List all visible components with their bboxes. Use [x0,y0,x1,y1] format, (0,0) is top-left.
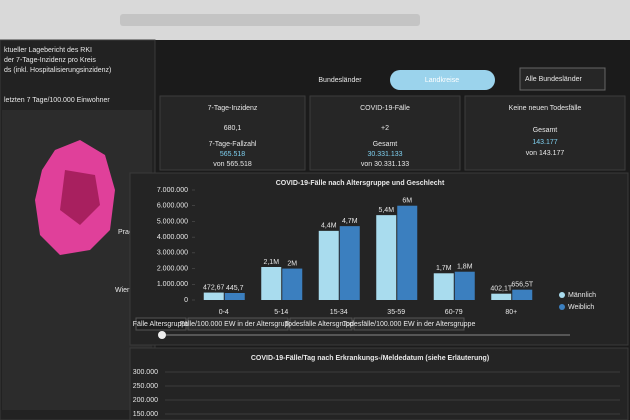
legend-swatch [559,304,565,310]
x-tick-label: 35-59 [387,309,405,316]
data-label: 656,5T [511,282,534,289]
data-label: 2,1M [263,259,279,266]
card-value: 680,1 [224,125,242,132]
card-sub-label: Gesamt [533,127,558,134]
bar [376,215,397,300]
y-tick-label: 150.000 [133,411,158,418]
x-tick-label: 60-79 [445,309,463,316]
slider-handle [158,331,166,339]
x-tick-label: 5-14 [274,309,288,316]
map-label: Prag [118,229,133,236]
chart-tab[interactable] [289,317,353,331]
y-tick-label: 5.000.000 [157,218,188,225]
y-tick-label: 300.000 [133,369,158,376]
bar [224,292,245,300]
x-tick-label: 15-34 [330,309,348,316]
tab-active[interactable] [390,70,495,90]
data-label: 4,4M [321,223,337,230]
map-label: Wien [115,287,131,294]
card-footnote: von 30.331.133 [361,161,409,168]
dropdown-label[interactable]: Alle Bundesländer [525,76,582,83]
card [159,95,306,171]
tab[interactable]: Bundesländer [318,77,362,84]
card [309,95,461,171]
bar [454,271,475,300]
data-label: 2M [287,260,297,267]
y-tick-label: 2.000.000 [157,265,188,272]
card-value: +2 [381,125,389,132]
chart-tab-label[interactable]: Fälle/100.000 EW in der Altersgruppe [180,321,296,328]
y-tick-label: 200.000 [133,397,158,404]
dropdown[interactable] [519,67,606,91]
data-label: 445,7 [226,285,244,292]
card-sub-value: 30.331.133 [367,151,402,158]
data-label: 1,7M [436,265,452,272]
chart-title: COVID-19-Fälle/Tag nach Erkrankungs-/Mel… [251,355,489,362]
chart-tab[interactable] [135,317,187,331]
chart-tab[interactable] [353,317,465,331]
y-tick-label: 1.000.000 [157,281,188,288]
data-label: 5,4M [378,207,394,214]
data-label: 472,67 [203,284,225,291]
chart-tab-label[interactable]: Todesfälle/100.000 EW in der Altersgrupp… [343,321,476,328]
tab[interactable]: Landkreise [425,77,459,84]
card-sub-value: 565.518 [220,151,245,158]
card [464,95,626,171]
chart-title: COVID-19-Fälle nach Altersgruppe und Ges… [276,180,445,187]
data-label: 1,8M [457,264,473,271]
chart-tab[interactable] [187,317,289,331]
bar [433,273,454,300]
legend-label: Männlich [568,292,596,299]
card-sub-value: 143.177 [532,139,557,146]
header-line: ktueller Lagebericht des RKI [4,47,92,54]
y-tick-label: 3.000.000 [157,250,188,257]
x-tick-label: 80+ [505,309,517,316]
bar [261,267,282,300]
card-title: Keine neuen Todesfälle [509,105,582,112]
x-tick-label: 0-4 [219,309,229,316]
y-tick-label: 7.000.000 [157,187,188,194]
chart-tab-label[interactable]: Todesfälle Altersgruppe [285,321,358,328]
daily-chart-panel [129,347,629,420]
map-title: letzten 7 Tage/100.000 Einwohner [4,97,110,104]
header-line: ds (inkl. Hospitalisierungsinzidenz) [4,67,111,74]
card-footnote: von 143.177 [526,150,565,157]
y-tick-label: 4.000.000 [157,234,188,241]
card-sub-label: 7-Tage-Fallzahl [209,141,257,148]
map-hotspot [60,170,100,225]
header-line: der 7-Tage-Inzidenz pro Kreis [4,57,96,64]
bar [282,268,303,300]
bar [203,292,224,300]
card-footnote: von 565.518 [213,161,252,168]
chart-tab-label[interactable]: Fälle Altersgruppe [133,321,190,328]
data-label: 4,7M [342,218,358,225]
y-tick-label: 0 [184,297,188,304]
card-sub-label: Gesamt [373,141,398,148]
card-title: COVID-19-Fälle [360,105,410,112]
data-label: 402,1T [490,286,513,293]
bar [397,205,418,300]
data-label: 6M [402,198,412,205]
bar [512,289,533,300]
bar [339,226,360,300]
y-tick-label: 6.000.000 [157,203,188,210]
url-field [120,14,420,26]
legend-label: Weiblich [568,304,594,311]
card-title: 7-Tage-Inzidenz [208,105,258,112]
bar [491,293,512,300]
y-tick-label: 250.000 [133,383,158,390]
bar [318,230,339,300]
legend-swatch [559,292,565,298]
